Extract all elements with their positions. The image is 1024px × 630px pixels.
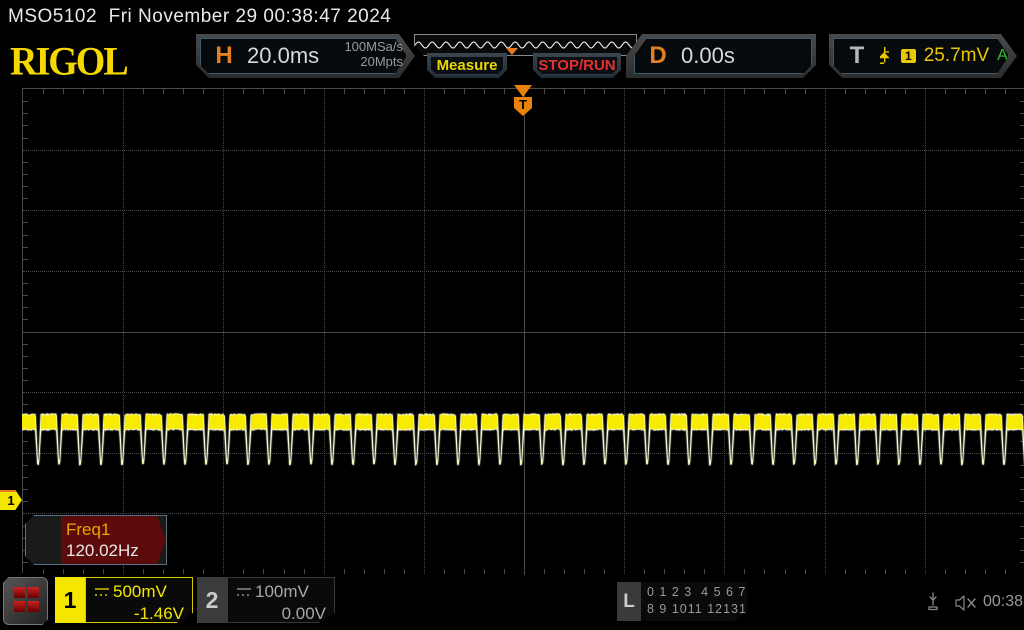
svg-text:T: T xyxy=(519,97,527,112)
